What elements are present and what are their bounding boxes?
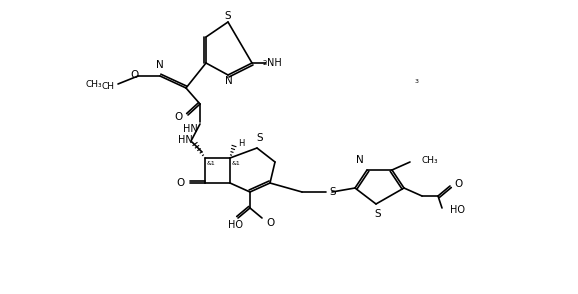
Text: O: O [131, 70, 139, 80]
Text: CH₃: CH₃ [422, 156, 439, 165]
Text: O: O [266, 218, 274, 228]
Text: N: N [225, 76, 233, 86]
Text: HO: HO [228, 220, 243, 230]
Text: HO: HO [450, 205, 465, 215]
Text: N: N [156, 60, 164, 70]
Text: S: S [329, 187, 336, 197]
Text: CH₃: CH₃ [86, 79, 102, 88]
Text: HN: HN [183, 124, 197, 134]
Text: CH: CH [101, 81, 114, 91]
Text: O: O [454, 179, 462, 189]
Text: &1: &1 [207, 161, 216, 166]
Text: N: N [356, 155, 364, 165]
Text: H: H [238, 138, 244, 148]
Text: HN: HN [177, 135, 192, 145]
Text: 2: 2 [263, 60, 268, 66]
Text: O: O [175, 112, 183, 122]
Text: &1: &1 [232, 161, 241, 166]
Text: S: S [375, 209, 381, 219]
Text: S: S [257, 133, 264, 143]
Text: NH: NH [266, 58, 281, 68]
Text: 3: 3 [415, 79, 419, 84]
Text: S: S [225, 11, 231, 21]
Text: O: O [177, 178, 185, 188]
